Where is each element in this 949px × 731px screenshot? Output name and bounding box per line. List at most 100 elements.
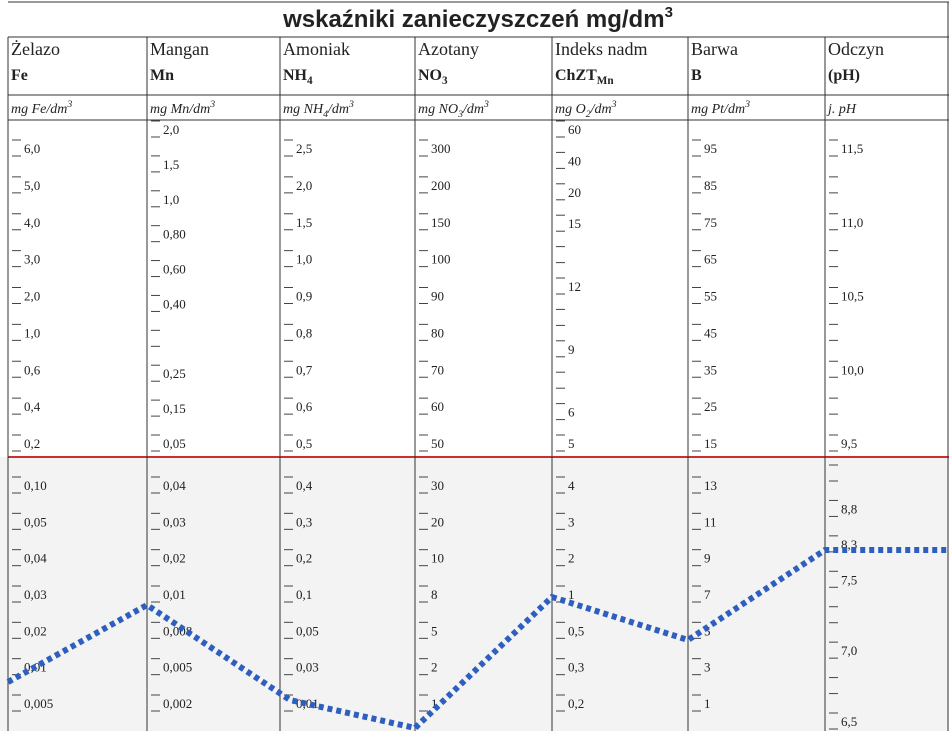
scale-label: 0,002 xyxy=(163,696,192,711)
scale-label: 1 xyxy=(568,587,575,602)
scale-label: 95 xyxy=(704,141,717,156)
scale-label: 0,05 xyxy=(163,436,186,451)
scale-label: 35 xyxy=(704,362,717,377)
scale-label: 50 xyxy=(431,436,444,451)
column-name: Mangan xyxy=(150,39,209,59)
column-symbol: B xyxy=(691,67,702,84)
scale-label: 2,0 xyxy=(296,178,312,193)
text-part: /dm xyxy=(590,102,612,117)
scale-label: 80 xyxy=(431,325,444,340)
scale-label: 0,5 xyxy=(568,623,584,638)
text-part: NH xyxy=(283,67,308,84)
column-unit: mg Pt/dm3 xyxy=(691,99,750,117)
text-part: Mn xyxy=(150,67,174,84)
column-symbol: Fe xyxy=(11,67,28,84)
scale-label: 0,6 xyxy=(24,362,41,377)
scale-label: 6 xyxy=(568,405,575,420)
scale-label: 100 xyxy=(431,252,451,267)
text-part: 4 xyxy=(307,75,313,87)
scale-label: 65 xyxy=(704,252,717,267)
text-part: 3 xyxy=(611,99,617,110)
scale-label: 2 xyxy=(431,660,438,675)
scale-label: 3,0 xyxy=(24,252,40,267)
title: wskaźniki zanieczyszczeń mg/dm3 xyxy=(282,4,673,33)
scale-label: 0,15 xyxy=(163,401,186,416)
scale-label: 1 xyxy=(431,696,438,711)
scale-label: 20 xyxy=(431,514,444,529)
scale-label: 0,4 xyxy=(296,478,313,493)
scale-label: 6,5 xyxy=(841,714,857,729)
scale-label: 10 xyxy=(431,551,444,566)
scale-label: 6,0 xyxy=(24,141,40,156)
scale-label: 11 xyxy=(704,514,717,529)
text-part: 3 xyxy=(744,99,750,110)
text-part: j. pH xyxy=(826,102,857,117)
scale-label: 5 xyxy=(431,623,438,638)
lower-area xyxy=(0,457,949,731)
scale-label: 0,2 xyxy=(568,696,584,711)
scale-label: 0,80 xyxy=(163,227,186,242)
scale-label: 85 xyxy=(704,178,717,193)
scale-label: 7,5 xyxy=(841,572,857,587)
scale-label: 9 xyxy=(568,342,575,357)
scale-label: 90 xyxy=(431,289,444,304)
scale-label: 1,5 xyxy=(296,215,312,230)
column-name: Odczyn xyxy=(828,39,884,59)
scale-label: 1,5 xyxy=(163,157,179,172)
scale-label: 25 xyxy=(704,399,717,414)
text-part: NO xyxy=(418,67,442,84)
text-part: ChZT xyxy=(555,67,597,84)
scale-label: 0,2 xyxy=(24,436,40,451)
text-part: Mn xyxy=(597,75,615,87)
title-sup: 3 xyxy=(665,4,673,21)
scale-label: 0,8 xyxy=(296,325,312,340)
scale-label: 8,8 xyxy=(841,501,857,516)
column-name: Azotany xyxy=(418,39,479,59)
column-name: Żelazo xyxy=(11,39,60,59)
scale-label: 60 xyxy=(431,399,444,414)
text-part: mg Pt/dm xyxy=(691,102,745,117)
scale-label: 2,0 xyxy=(24,289,40,304)
scale-label: 0,005 xyxy=(163,660,192,675)
scale-label: 0,03 xyxy=(163,514,186,529)
scale-label: 2 xyxy=(568,551,575,566)
scale-label: 11,5 xyxy=(841,141,863,156)
scale-label: 0,02 xyxy=(24,623,47,638)
scale-label: 8 xyxy=(431,587,438,602)
scale-label: 0,01 xyxy=(296,696,319,711)
scale-label: 2,5 xyxy=(296,141,312,156)
scale-label: 0,4 xyxy=(24,399,41,414)
scale-label: 0,005 xyxy=(24,696,53,711)
scale-label: 13 xyxy=(704,478,717,493)
scale-label: 3 xyxy=(704,660,711,675)
scale-label: 1,0 xyxy=(163,192,179,207)
scale-label: 20 xyxy=(568,185,581,200)
scale-label: 55 xyxy=(704,289,717,304)
scale-label: 0,10 xyxy=(24,478,47,493)
column-symbol: (pH) xyxy=(828,67,860,84)
scale-label: 11,0 xyxy=(841,215,863,230)
text-part: (pH) xyxy=(828,67,860,84)
column-unit: j. pH xyxy=(826,102,857,117)
column-unit: mg NH4/dm3 xyxy=(283,99,354,120)
scale-label: 5,0 xyxy=(24,178,40,193)
scale-label: 0,03 xyxy=(296,660,319,675)
column-symbol: NO3 xyxy=(418,67,448,87)
text-part: 3 xyxy=(66,99,72,110)
scale-label: 0,3 xyxy=(568,660,584,675)
scale-label: 7 xyxy=(704,587,711,602)
column-unit: mg Fe/dm3 xyxy=(11,99,72,117)
title-text: wskaźniki zanieczyszczeń mg/dm xyxy=(282,6,664,33)
scale-label: 2,0 xyxy=(163,122,179,137)
scale-label: 0,9 xyxy=(296,289,312,304)
scale-label: 200 xyxy=(431,178,451,193)
scale-label: 60 xyxy=(568,122,581,137)
profile-line xyxy=(6,547,949,731)
text-part: mg Fe/dm xyxy=(11,102,67,117)
text-part: 3 xyxy=(348,99,354,110)
column-symbol: Mn xyxy=(150,67,174,84)
text-part: 4 xyxy=(323,109,328,120)
scale-label: 0,2 xyxy=(296,551,312,566)
column-unit: mg O2/dm3 xyxy=(555,99,617,120)
